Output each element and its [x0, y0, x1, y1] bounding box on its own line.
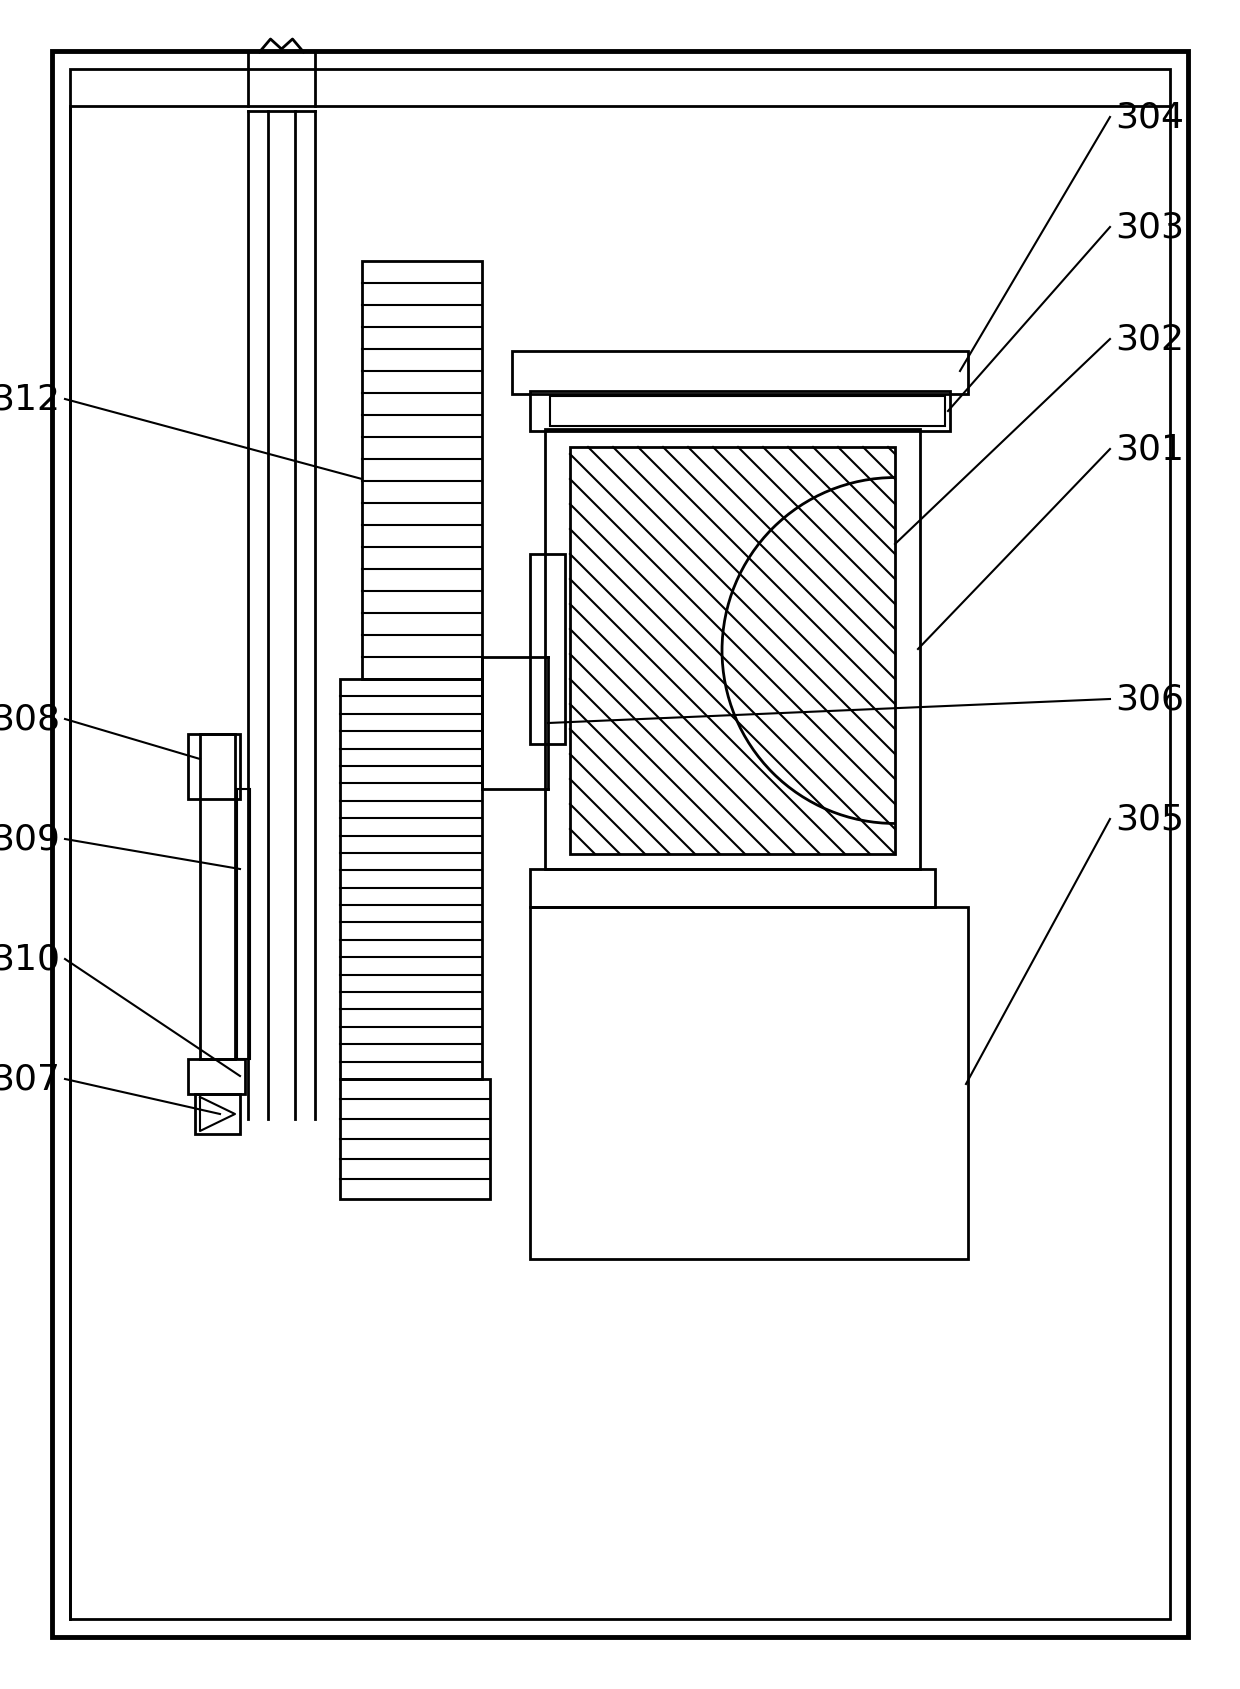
Bar [200, 735, 236, 1059]
Text: 310: 310 [0, 942, 60, 976]
Text: 302: 302 [1115, 323, 1184, 356]
Text: 304: 304 [1115, 101, 1184, 135]
Bar [188, 735, 241, 799]
Bar [69, 69, 1171, 1620]
Text: 301: 301 [1115, 432, 1184, 466]
Bar [237, 789, 250, 1059]
Bar [340, 1079, 490, 1199]
Bar [188, 1059, 246, 1094]
Bar [551, 397, 945, 427]
Bar [570, 448, 895, 855]
Text: 307: 307 [0, 1062, 60, 1096]
Bar [529, 392, 950, 432]
Bar [195, 1094, 241, 1135]
Bar [529, 907, 968, 1260]
Text: 309: 309 [0, 823, 60, 856]
Text: 305: 305 [1115, 802, 1184, 836]
Text: 306: 306 [1115, 682, 1184, 716]
Bar [529, 554, 565, 745]
Bar [512, 351, 968, 395]
Text: 308: 308 [0, 703, 60, 736]
Bar [546, 429, 920, 870]
Bar [340, 679, 482, 1079]
Bar [529, 870, 935, 907]
Text: 312: 312 [0, 383, 60, 417]
Bar [362, 262, 482, 679]
Text: 303: 303 [1115, 211, 1184, 245]
Bar [482, 657, 548, 789]
